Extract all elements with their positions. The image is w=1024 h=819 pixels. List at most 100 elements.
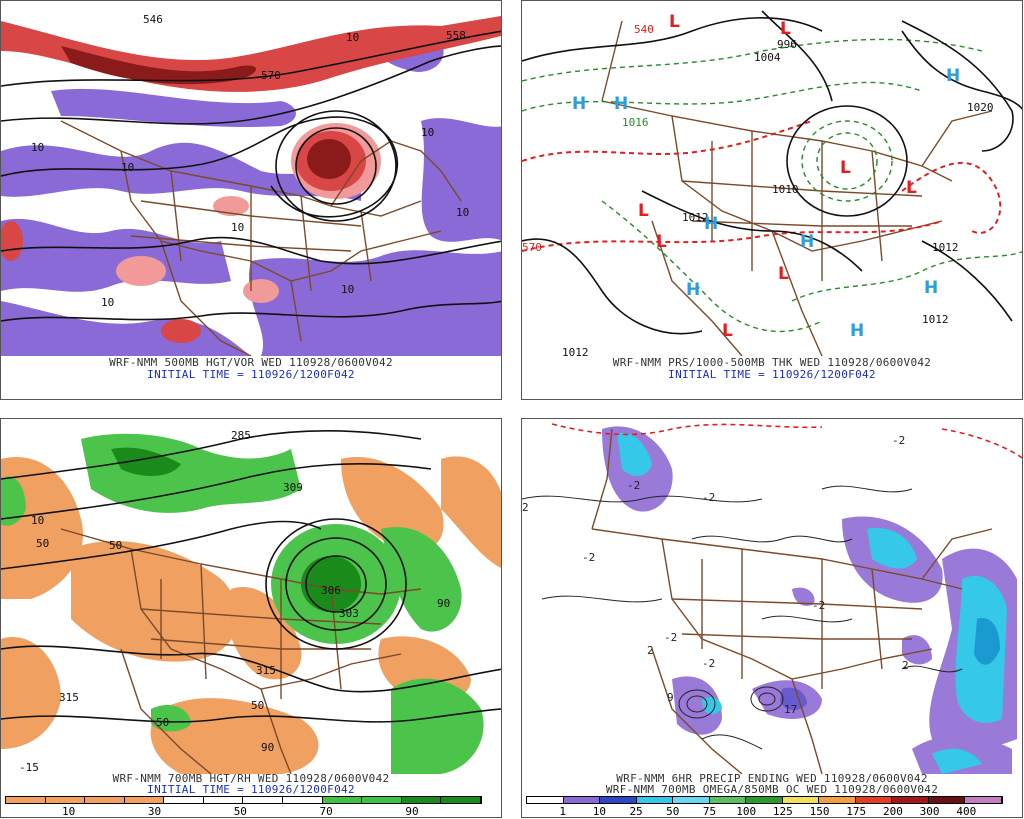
high-pressure-center: H xyxy=(924,278,938,298)
contour-label: 570 xyxy=(261,69,281,82)
colorbar-swatch xyxy=(401,797,442,803)
political-borders xyxy=(60,528,422,774)
colorbar-swatch xyxy=(6,797,46,803)
contour-label: 558 xyxy=(446,29,466,42)
panel-precip-omega: -2 -2 -2 2 2 -2 -2 2 9 17 -2 -2 WRF-NMM … xyxy=(521,418,1023,818)
contour-label: 315 xyxy=(59,691,79,704)
isobar-label: 996 xyxy=(777,38,797,51)
isobar-label: 1004 xyxy=(754,51,781,64)
thickness-label: 570 xyxy=(522,241,542,254)
map-surface: 1004 996 1020 1012 1012 1012 1010 1016 5… xyxy=(522,1,1022,356)
high-pressure-center: H xyxy=(704,214,718,234)
low-pressure-center: L xyxy=(906,178,917,198)
isobar-label: 1012 xyxy=(682,211,709,224)
low-pressure-center: L xyxy=(780,19,791,39)
isobar-label: 1016 xyxy=(622,116,649,129)
warm-front-line xyxy=(551,423,1022,459)
colorbar-label: 125 xyxy=(772,805,793,818)
political-borders xyxy=(60,120,462,356)
colorbar-label: 25 xyxy=(629,805,643,818)
high-pressure-center: H xyxy=(572,94,586,114)
colorbar-label: 30 xyxy=(147,805,162,818)
precip-areas xyxy=(602,426,1017,774)
colorbar-label: 150 xyxy=(809,805,830,818)
colorbar-swatch xyxy=(527,797,564,803)
contour-label: 306 xyxy=(321,584,341,597)
colorbar-swatch xyxy=(362,797,402,803)
colorbar-swatch xyxy=(203,797,244,803)
thickness-contours xyxy=(522,38,1022,333)
low-pressure-center: L xyxy=(656,232,667,252)
isobar-label: 1020 xyxy=(967,101,994,114)
omega-label: 2 xyxy=(902,659,909,672)
colorbar-label: 175 xyxy=(846,805,867,818)
omega-label: 9 xyxy=(667,691,674,704)
colorbar-swatches xyxy=(526,796,1003,804)
colorbar-relative-humidity: 10 30 50 70 90 xyxy=(5,796,482,817)
contour-label: 10 xyxy=(31,141,44,154)
low-pressure-center: L xyxy=(778,264,789,284)
colorbar-label: 70 xyxy=(319,805,333,818)
colorbar-swatch xyxy=(322,797,363,803)
colorbar-label: 1 xyxy=(559,805,566,818)
contour-label: 50 xyxy=(36,537,49,550)
contour-label: 10 xyxy=(31,514,44,527)
contour-label: -15 xyxy=(19,761,39,774)
colorbar-label: 100 xyxy=(736,805,757,818)
colorbar-swatch xyxy=(636,797,674,803)
colorbar-swatch xyxy=(855,797,893,803)
colorbar-swatch xyxy=(782,797,820,803)
contour-label: 309 xyxy=(283,481,303,494)
colorbar-swatch xyxy=(441,797,481,803)
omega-label: -2 xyxy=(812,599,825,612)
high-pressure-center: H xyxy=(800,232,814,252)
colorbar-swatch xyxy=(709,797,747,803)
contour-label: 90 xyxy=(437,597,450,610)
panel-700mb-height-rh: 50 10 50 306 315 315 90 90 50 50 -15 285… xyxy=(0,418,502,818)
colorbar-label: 300 xyxy=(919,805,940,818)
colorbar-label: 90 xyxy=(405,805,419,818)
omega-label: -2 xyxy=(582,551,595,564)
omega-contours xyxy=(522,485,963,750)
colorbar-swatch xyxy=(563,797,601,803)
colorbar-swatch xyxy=(124,797,165,803)
colorbar-labels: 1 10 25 50 75 100 125 150 175 200 300 400 xyxy=(526,805,1003,817)
omega-labels: -2 -2 -2 2 2 -2 -2 2 9 17 -2 -2 xyxy=(522,434,909,716)
positive-vorticity-areas xyxy=(1,16,501,343)
colorbar-swatch xyxy=(283,797,323,803)
caption-title: WRF-NMM 700MB HGT/RH WED 110928/0600V042 xyxy=(112,772,390,785)
omega-label: 2 xyxy=(522,501,529,514)
omega-label: -2 xyxy=(664,631,677,644)
colorbar-label: 200 xyxy=(882,805,903,818)
caption-initial-time: INITIAL TIME = 110926/1200F042 xyxy=(147,368,355,381)
low-pressure-center: L xyxy=(669,12,680,32)
contour-label: 285 xyxy=(231,429,251,442)
isobar-label: 1012 xyxy=(932,241,959,254)
contour-label: 90 xyxy=(261,741,274,754)
contour-label: 10 xyxy=(346,31,359,44)
isobar-labels: 1004 996 1020 1012 1012 1012 1010 1016 5… xyxy=(522,23,994,356)
high-pressure-center: H xyxy=(850,321,864,341)
isobar-label: 1012 xyxy=(922,313,949,326)
omega-label: -2 xyxy=(892,434,905,447)
contour-label: 10 xyxy=(421,126,434,139)
contour-label: 303 xyxy=(339,607,359,620)
thickness-label: 540 xyxy=(634,23,654,36)
map-500mb: 546 570 558 10 10 10 10 10 10 10 10 xyxy=(1,1,501,356)
caption-subtitle: WRF-NMM 700MB OMEGA/850MB OC WED 110928/… xyxy=(605,783,939,796)
omega-label: -2 xyxy=(702,491,715,504)
colorbar-swatch xyxy=(673,797,710,803)
colorbar-labels: 10 30 50 70 90 xyxy=(5,805,482,817)
colorbar-swatch xyxy=(819,797,856,803)
contour-labels: 546 570 558 10 10 10 10 10 10 10 10 xyxy=(31,13,469,309)
caption-title: WRF-NMM PRS/1000-500MB THK WED 110928/06… xyxy=(612,356,932,369)
colorbar-swatch xyxy=(164,797,204,803)
panel-surface-pressure-thickness: 1004 996 1020 1012 1012 1012 1010 1016 5… xyxy=(521,0,1023,400)
isobar-label: 1012 xyxy=(562,346,589,356)
colorbar-swatch xyxy=(746,797,783,803)
high-pressure-center: H xyxy=(686,280,700,300)
colorbar-label: 10 xyxy=(592,805,606,818)
colorbar-swatch xyxy=(600,797,637,803)
low-pressure-center: L xyxy=(638,201,649,221)
height-contours xyxy=(1,429,501,723)
